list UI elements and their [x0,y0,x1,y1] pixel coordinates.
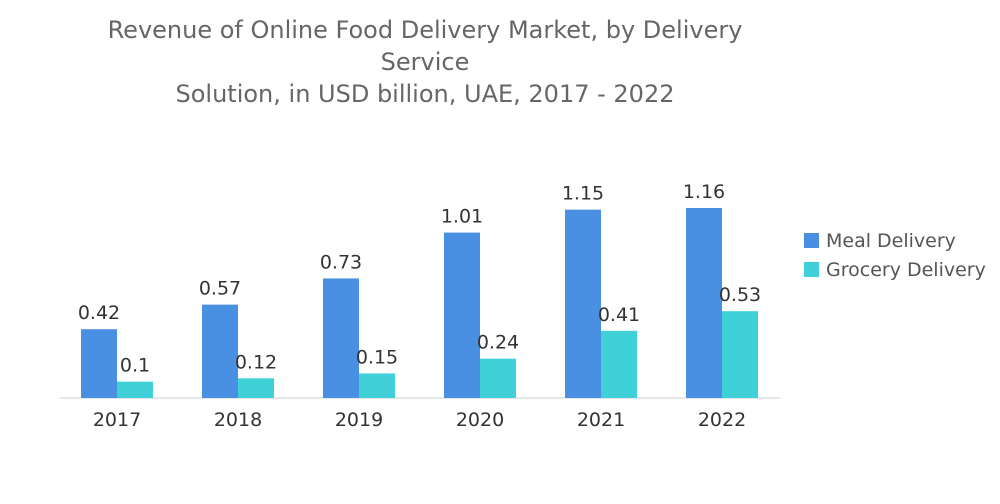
value-label-meal-delivery-2021: 1.15 [562,183,604,205]
value-label-grocery-delivery-2021: 0.41 [598,304,640,326]
value-label-grocery-delivery-2022: 0.53 [719,284,761,306]
x-tick-label-2017: 2017 [93,409,141,431]
bar-grocery-delivery-2018 [238,378,274,398]
chart-title-line-2: Solution, in USD billion, UAE, 2017 - 20… [175,80,675,108]
value-label-grocery-delivery-2018: 0.12 [235,351,277,373]
legend-swatch-meal-delivery [804,233,819,248]
value-label-meal-delivery-2018: 0.57 [199,278,241,300]
bar-meal-delivery-2021 [565,209,601,398]
value-label-meal-delivery-2019: 0.73 [320,251,362,273]
value-label-grocery-delivery-2017: 0.1 [120,355,150,377]
value-label-grocery-delivery-2020: 0.24 [477,332,519,354]
bar-meal-delivery-2022 [686,208,722,398]
bar-meal-delivery-2018 [202,304,238,398]
bar-meal-delivery-2019 [323,278,359,398]
bar-meal-delivery-2020 [444,232,480,398]
chart-title: Revenue of Online Food Delivery Market, … [60,14,790,110]
legend-label-meal-delivery: Meal Delivery [826,230,956,252]
bar-grocery-delivery-2022 [722,311,758,398]
x-tick-label-2019: 2019 [335,409,383,431]
value-label-meal-delivery-2020: 1.01 [441,206,483,228]
value-label-meal-delivery-2017: 0.42 [78,302,120,324]
x-tick-label-2018: 2018 [214,409,262,431]
value-label-grocery-delivery-2019: 0.15 [356,346,398,368]
x-tick-label-2020: 2020 [456,409,504,431]
x-tick-label-2021: 2021 [577,409,625,431]
legend-swatch-grocery-delivery [804,262,819,277]
bar-grocery-delivery-2020 [480,358,516,398]
bar-grocery-delivery-2019 [359,373,395,398]
chart-title-line-1: Revenue of Online Food Delivery Market, … [107,16,743,76]
legend-label-grocery-delivery: Grocery Delivery [826,259,986,281]
bar-meal-delivery-2017 [81,329,117,398]
x-tick-label-2022: 2022 [698,409,746,431]
value-label-meal-delivery-2022: 1.16 [683,181,725,203]
bar-grocery-delivery-2021 [601,330,637,398]
bar-grocery-delivery-2017 [117,381,153,398]
